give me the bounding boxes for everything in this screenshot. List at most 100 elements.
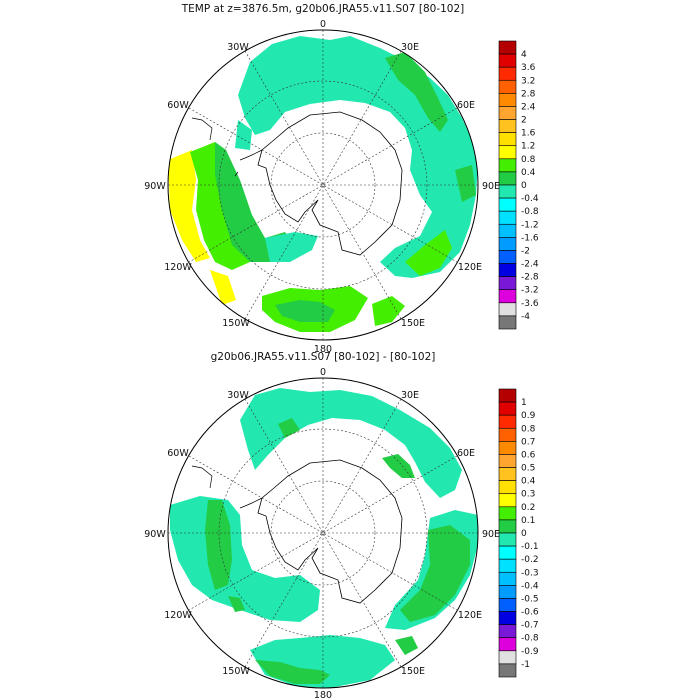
colorbar-swatch — [498, 506, 517, 521]
panel-1-field-east-green-2 — [455, 165, 476, 202]
colorbar-tick-label: -4 — [521, 312, 530, 322]
colorbar-swatch — [498, 493, 517, 508]
colorbar-swatch — [498, 197, 517, 212]
panel-2-field-south-green — [255, 660, 330, 684]
panel-2: g20b06.JRA55.v11.S07 [80-102] - [80-102] — [144, 351, 539, 700]
colorbar-tick-label: 0.1 — [521, 516, 535, 526]
lon-label-60e: 60E — [457, 100, 475, 111]
colorbar-swatch — [498, 250, 517, 264]
colorbar-swatch — [498, 467, 517, 481]
colorbar-swatch — [498, 79, 517, 94]
colorbar-tick-label: -1 — [521, 660, 530, 670]
colorbar-tick-label: 0.7 — [521, 437, 535, 447]
colorbar-tick-label: 2.8 — [521, 89, 536, 99]
lon-label-120e: 120E — [458, 610, 482, 621]
colorbar-swatch — [498, 650, 517, 665]
colorbar-tick-label: 1.2 — [521, 142, 535, 152]
colorbar-tick-label: 1 — [521, 398, 527, 408]
panel-2-field-west-green — [205, 500, 232, 590]
panel-2-field-sw-green — [228, 596, 245, 612]
colorbar-tick-label: 0.6 — [521, 450, 536, 460]
panel-1: TEMP at z=3876.5m, g20b06.JRA55.v11.S07 … — [144, 3, 539, 355]
panel-2-colorbar: 1 0.9 0.8 0.7 0.6 0.5 0.4 0.3 0.2 0.1 0 -0.1 -0.2 -0.… — [498, 388, 539, 678]
colorbar-tick-label: -1.6 — [521, 233, 539, 243]
panel-1-field-west-green-2 — [215, 142, 295, 262]
colorbar-swatch — [498, 276, 517, 291]
colorbar-tick-label: 2 — [521, 116, 527, 126]
colorbar-swatch — [498, 119, 517, 133]
colorbar-swatch — [498, 427, 517, 442]
colorbar-swatch — [498, 624, 517, 639]
panel-1-map — [168, 30, 478, 340]
colorbar-tick-label: 0.3 — [521, 490, 535, 500]
colorbar-tick-label: 3.6 — [521, 63, 536, 73]
panel-1-field-south-green-2 — [275, 300, 335, 322]
colorbar-tick-label: -2.8 — [521, 273, 539, 283]
colorbar-swatch — [498, 441, 517, 455]
colorbar-swatch — [498, 53, 517, 68]
colorbar-tick-label: 1.6 — [521, 129, 536, 139]
colorbar-swatch — [498, 263, 517, 277]
colorbar-tick-label: -0.5 — [521, 594, 539, 604]
colorbar-tick-label: 0 — [521, 529, 527, 539]
colorbar-tick-label: 0 — [521, 181, 527, 191]
panel-2-field-north-green — [278, 418, 300, 438]
lon-label-30w: 30W — [227, 390, 249, 401]
colorbar-swatch — [498, 611, 517, 625]
colorbar-tick-label: -3.6 — [521, 299, 539, 309]
panel-2-title: g20b06.JRA55.v11.S07 [80-102] - [80-102] — [211, 351, 436, 363]
panel-1-title: TEMP at z=3876.5m, g20b06.JRA55.v11.S07 … — [181, 3, 465, 15]
lon-label-150e: 150E — [401, 666, 425, 677]
lon-label-60w: 60W — [167, 448, 189, 459]
lon-label-0: 0 — [320, 19, 326, 30]
colorbar-swatch — [498, 184, 517, 199]
lon-label-150e: 150E — [401, 318, 425, 329]
colorbar-tick-label: 0.4 — [521, 477, 536, 487]
colorbar-swatch — [498, 93, 517, 107]
lon-label-150w: 150W — [222, 318, 250, 329]
panel-1-graticule — [168, 30, 478, 340]
panel-1-colorbar: 4 3.6 3.2 2.8 2.4 2 1.6 1.2 0.8 0.4 0 -0.4 -0.8 -1.2 -… — [498, 40, 539, 330]
colorbar-tick-label: 0.8 — [521, 424, 536, 434]
colorbar-swatch — [498, 145, 517, 160]
colorbar-swatch — [498, 302, 517, 317]
colorbar-swatch — [498, 519, 517, 534]
colorbar-swatch — [498, 210, 517, 225]
colorbar-tick-label: -2 — [521, 246, 530, 256]
lon-label-150w: 150W — [222, 666, 250, 677]
colorbar-tick-label: -0.6 — [521, 608, 539, 618]
panel-2-map-border — [167, 377, 479, 689]
panel-1-s-america — [191, 117, 213, 141]
colorbar-swatch — [498, 171, 517, 186]
colorbar-tick-label: -0.1 — [521, 542, 539, 552]
colorbar-tick-label: 0.8 — [521, 155, 536, 165]
colorbar-tick-label: -0.8 — [521, 207, 539, 217]
panel-2-antarctica — [257, 459, 403, 604]
colorbar-tick-label: 4 — [521, 50, 527, 60]
colorbar-tick-label: 0.2 — [521, 503, 535, 513]
colorbar-swatch — [498, 480, 517, 495]
panel-2-field-west-cyan — [170, 496, 320, 622]
colorbar-swatch — [498, 158, 517, 173]
panel-1-antarctica — [257, 111, 403, 256]
panel-2-peninsula — [239, 497, 263, 509]
colorbar-swatch — [498, 223, 517, 238]
colorbar-swatch — [498, 66, 517, 81]
lon-label-180: 180 — [314, 344, 332, 355]
panel-1-lon-labels: 0 180 30W 30E 60W 60E 90W 90E 120W 120E … — [144, 19, 500, 355]
panel-1-field-south-east-green — [372, 296, 405, 326]
colorbar-tick-label: 0.4 — [521, 168, 536, 178]
colorbar-swatch — [498, 585, 517, 599]
colorbar-tick-label: -0.4 — [521, 194, 539, 204]
colorbar-swatch — [498, 571, 517, 586]
colorbar-swatch — [498, 237, 517, 251]
colorbar-tick-label: -3.2 — [521, 286, 539, 296]
lon-label-120w: 120W — [164, 262, 192, 273]
colorbar-tick-label: 3.2 — [521, 76, 535, 86]
colorbar-tick-label: -0.9 — [521, 647, 539, 657]
colorbar-swatch — [498, 414, 517, 429]
panel-2-field-ne-green — [382, 454, 415, 478]
colorbar-swatch — [498, 545, 517, 560]
colorbar-swatch — [498, 532, 517, 547]
lon-label-60w: 60W — [167, 100, 189, 111]
